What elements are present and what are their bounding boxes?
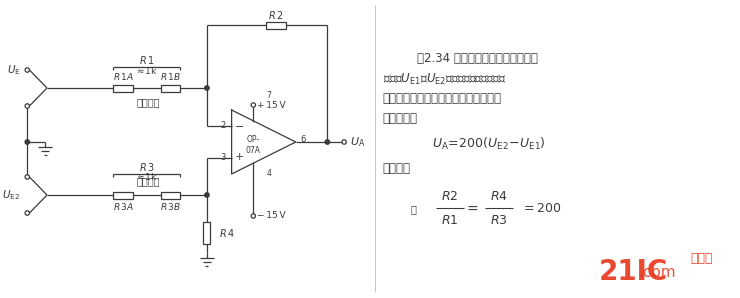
Text: $R\,3A$: $R\,3A$	[112, 201, 133, 212]
Text: $\approx\!1\mathrm{k}$: $\approx\!1\mathrm{k}$	[135, 172, 158, 182]
Bar	[113, 85, 133, 91]
Bar	[161, 192, 181, 198]
Text: $\approx\!1\mathrm{k}$: $\approx\!1\mathrm{k}$	[135, 64, 158, 75]
Circle shape	[342, 140, 346, 144]
Text: $U_{\rm A}\!=\!200(U_{\rm E2}\!-\!U_{\rm E1})$: $U_{\rm A}\!=\!200(U_{\rm E2}\!-\!U_{\rm…	[432, 136, 546, 152]
Text: $R\,1B$: $R\,1B$	[160, 72, 181, 83]
Text: $R3$: $R3$	[491, 213, 508, 226]
Text: $R\,4$: $R\,4$	[219, 227, 235, 239]
Circle shape	[205, 86, 209, 90]
Text: $R\,3$: $R\,3$	[139, 161, 155, 173]
Text: 2: 2	[221, 122, 226, 131]
Text: 定的运算放大器同相和反相输入端，输: 定的运算放大器同相和反相输入端，输	[383, 92, 502, 105]
Text: OP-
07A: OP- 07A	[246, 135, 260, 155]
Text: + 15 V: + 15 V	[258, 100, 286, 109]
Text: 4: 4	[266, 170, 272, 179]
Bar	[161, 85, 181, 91]
Circle shape	[205, 193, 209, 197]
Text: ，: ，	[410, 204, 416, 214]
Circle shape	[325, 140, 329, 144]
Circle shape	[251, 103, 255, 107]
Text: $R2$: $R2$	[441, 190, 458, 204]
Circle shape	[25, 104, 30, 108]
Text: $U_{\rm E2}$: $U_{\rm E2}$	[2, 188, 21, 202]
Text: 图2.34 电路中，热电偶中输入电势: 图2.34 电路中，热电偶中输入电势	[417, 52, 538, 65]
Text: $R\,3B$: $R\,3B$	[160, 201, 181, 212]
Circle shape	[25, 211, 30, 215]
Text: − 15 V: − 15 V	[258, 212, 286, 221]
Circle shape	[25, 175, 30, 179]
Text: $U_{\rm A}$: $U_{\rm A}$	[350, 135, 366, 149]
Text: $U_{\rm E}$: $U_{\rm E}$	[7, 63, 21, 77]
Text: $R1$: $R1$	[441, 213, 459, 226]
Text: +: +	[235, 152, 244, 162]
Text: $R\,1A$: $R\,1A$	[112, 72, 133, 83]
Circle shape	[251, 214, 255, 218]
Text: 3: 3	[221, 153, 226, 162]
Text: .com: .com	[639, 265, 676, 280]
Text: 电子网: 电子网	[690, 252, 713, 265]
Bar	[266, 21, 286, 29]
Text: −: −	[235, 122, 244, 132]
Text: $R4$: $R4$	[490, 190, 508, 204]
Circle shape	[25, 68, 30, 72]
Circle shape	[25, 140, 30, 144]
Text: 7: 7	[266, 91, 272, 100]
Text: 连线电阻: 连线电阻	[137, 97, 161, 107]
Text: 出电压为：: 出电压为：	[383, 112, 417, 125]
Bar	[113, 192, 133, 198]
Text: $=200$: $=200$	[521, 201, 561, 215]
Text: 连线电阻: 连线电阻	[137, 176, 161, 186]
Text: 21IC: 21IC	[599, 258, 668, 286]
Text: 6: 6	[300, 134, 306, 144]
Text: 电阻比值: 电阻比值	[383, 162, 411, 175]
Text: $=$: $=$	[464, 201, 479, 215]
Bar	[204, 222, 210, 244]
Text: $R\,2$: $R\,2$	[268, 9, 284, 21]
Text: 分别为$U_{\rm E1}$和$U_{\rm E2}$，经过连线接至有高稳: 分别为$U_{\rm E1}$和$U_{\rm E2}$，经过连线接至有高稳	[383, 72, 506, 87]
Text: $R\,1$: $R\,1$	[139, 54, 155, 66]
